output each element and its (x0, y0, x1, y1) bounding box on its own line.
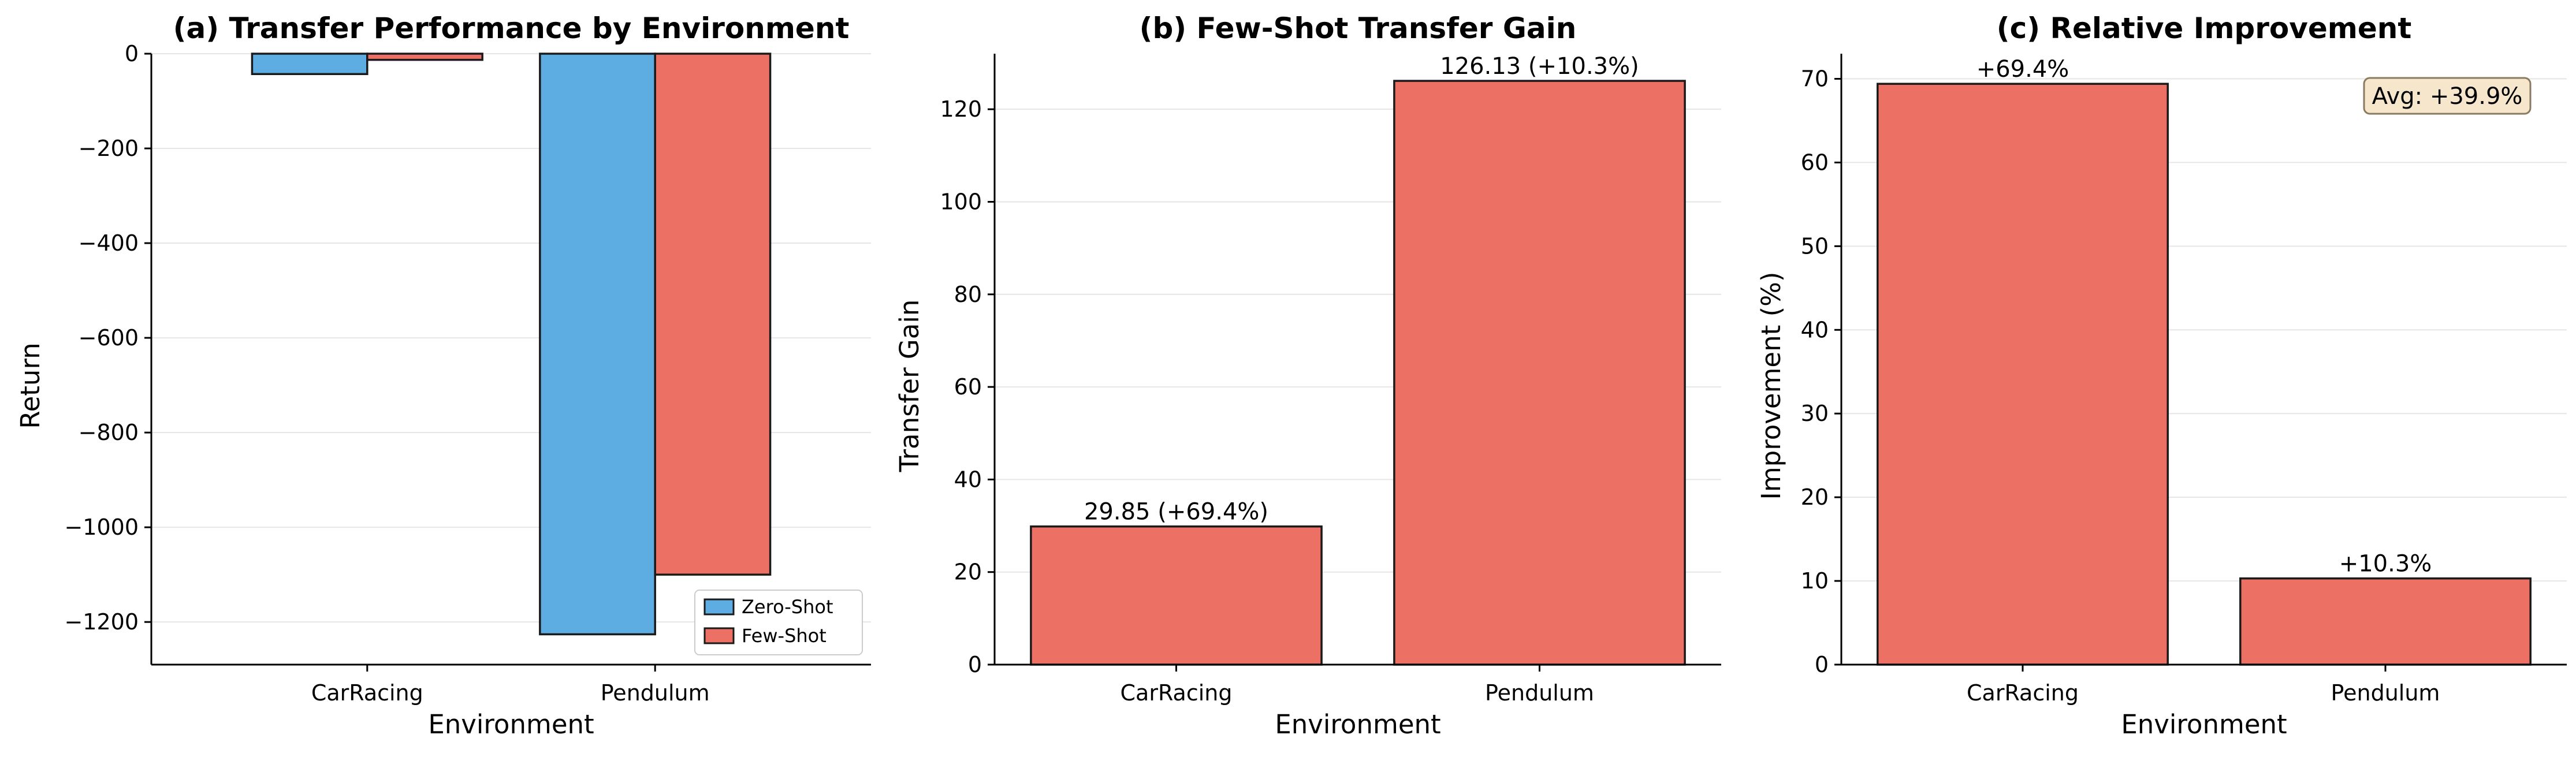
y-tick-label: 0 (968, 652, 982, 677)
y-tick-label: 40 (954, 467, 982, 492)
panel-relative-improvement: (c) Relative Improvement +69.4% +10.3% 0 1… (1756, 12, 2567, 740)
y-tick-label: 60 (954, 374, 982, 400)
bar-carracing (1030, 525, 1323, 666)
x-tick-label: Pendulum (601, 680, 710, 706)
y-tick-label: 30 (1801, 401, 1829, 426)
chart-title: (c) Relative Improvement (1997, 12, 2412, 45)
y-tick-label: 80 (954, 282, 982, 307)
chart-title: (b) Few-Shot Transfer Gain (1140, 12, 1577, 45)
y-tick-label: −1200 (64, 609, 139, 635)
y-tick-label: 20 (954, 560, 982, 585)
x-tick-label: Pendulum (1485, 680, 1594, 706)
data-label: +69.4% (1976, 56, 2069, 83)
y-tick-label: −600 (79, 325, 139, 350)
bar-carracing (1877, 83, 2169, 666)
legend-label-few-shot: Few-Shot (742, 625, 827, 647)
bar-zero-shot-pendulum (539, 53, 656, 636)
y-tick-label: 60 (1801, 150, 1829, 175)
x-tick-label: CarRacing (1121, 680, 1233, 706)
x-axis-label: Environment (428, 709, 594, 740)
annotation-text: Avg: +39.9% (2372, 83, 2523, 110)
panel-transfer-gain: (b) Few-Shot Transfer Gain 29.85 (+69.4%… (894, 12, 1721, 740)
bar-pendulum (1393, 80, 1686, 666)
y-axis-label: Return (15, 342, 46, 428)
legend: Zero-Shot Few-Shot (694, 590, 863, 655)
x-axis-label: Environment (1275, 709, 1440, 740)
data-label: 126.13 (+10.3%) (1440, 53, 1639, 80)
y-tick-label: −800 (79, 420, 139, 445)
legend-label-zero-shot: Zero-Shot (742, 596, 833, 618)
y-tick-label: 50 (1801, 233, 1829, 259)
y-tick-label: 10 (1801, 568, 1829, 594)
x-tick-label: CarRacing (311, 680, 423, 706)
annotation-box (2363, 77, 2532, 115)
bar-few-shot-pendulum (654, 53, 772, 576)
legend-swatch-zero-shot (703, 598, 735, 616)
y-tick-label: 100 (940, 189, 982, 214)
x-tick-label: CarRacing (1967, 680, 2079, 706)
data-label: +10.3% (2339, 551, 2432, 577)
x-axis-label: Environment (2121, 709, 2287, 740)
average-annotation: Avg: +39.9% (2363, 77, 2532, 115)
data-label: 29.85 (+69.4%) (1084, 499, 1268, 525)
y-tick-label: 0 (125, 41, 139, 66)
y-tick-label: −400 (79, 230, 139, 256)
bar-pendulum (2239, 577, 2532, 666)
bar-zero-shot-carracing (251, 53, 368, 76)
y-tick-label: −1000 (64, 514, 139, 540)
y-tick-label: 20 (1801, 484, 1829, 510)
y-axis-label: Transfer Gain (894, 300, 925, 473)
panel-transfer-performance: (a) Transfer Performance by Environment … (15, 12, 871, 740)
y-tick-label: −200 (79, 136, 139, 161)
legend-swatch-few-shot (703, 627, 735, 644)
bar-few-shot-carracing (366, 53, 483, 61)
y-tick-label: 120 (940, 96, 982, 122)
y-tick-label: 70 (1801, 66, 1829, 91)
legend-frame (694, 590, 863, 655)
y-axis-label: Improvement (%) (1756, 272, 1786, 500)
chart-title: (a) Transfer Performance by Environment (173, 12, 850, 45)
y-tick-label: 0 (1815, 652, 1829, 677)
x-tick-label: Pendulum (2331, 680, 2440, 706)
y-tick-label: 40 (1801, 317, 1829, 342)
